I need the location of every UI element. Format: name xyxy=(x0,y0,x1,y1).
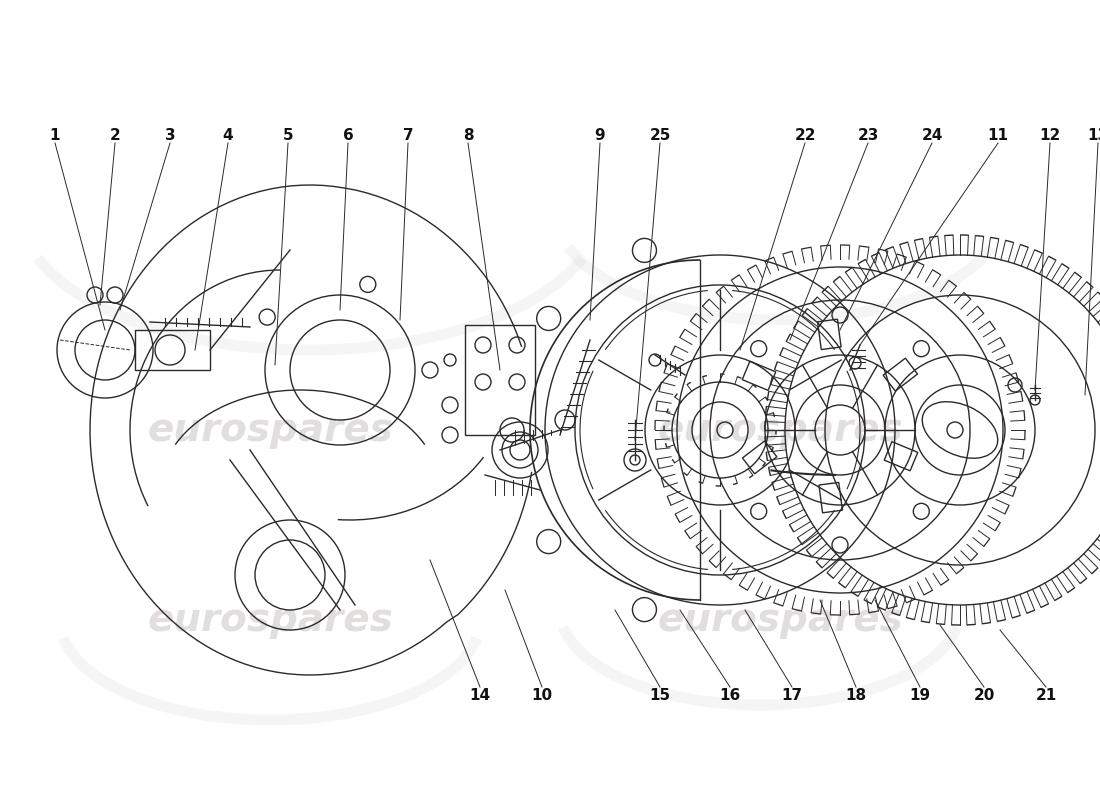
Text: 10: 10 xyxy=(531,687,552,702)
Text: 22: 22 xyxy=(794,127,816,142)
Text: 11: 11 xyxy=(988,127,1009,142)
Text: 19: 19 xyxy=(910,687,931,702)
Text: 4: 4 xyxy=(222,127,233,142)
Text: 14: 14 xyxy=(470,687,491,702)
Text: 1: 1 xyxy=(50,127,60,142)
Text: 9: 9 xyxy=(595,127,605,142)
Text: 6: 6 xyxy=(342,127,353,142)
Text: eurospares: eurospares xyxy=(657,411,903,449)
Bar xyxy=(465,325,535,435)
Text: 13: 13 xyxy=(1088,127,1100,142)
Text: 20: 20 xyxy=(974,687,994,702)
Text: 15: 15 xyxy=(649,687,671,702)
Text: 18: 18 xyxy=(846,687,867,702)
Text: 7: 7 xyxy=(403,127,414,142)
Text: 12: 12 xyxy=(1040,127,1060,142)
Text: 2: 2 xyxy=(110,127,120,142)
Text: 23: 23 xyxy=(857,127,879,142)
Text: 8: 8 xyxy=(463,127,473,142)
Bar xyxy=(135,330,210,370)
Bar xyxy=(817,319,842,350)
Text: 21: 21 xyxy=(1035,687,1057,702)
Text: 3: 3 xyxy=(165,127,175,142)
Text: 24: 24 xyxy=(922,127,943,142)
Bar xyxy=(742,441,777,474)
Bar xyxy=(883,358,917,391)
Bar xyxy=(742,361,775,390)
Text: 16: 16 xyxy=(719,687,740,702)
Text: eurospares: eurospares xyxy=(657,601,903,639)
Text: 5: 5 xyxy=(283,127,294,142)
Bar xyxy=(818,482,843,513)
Text: 25: 25 xyxy=(649,127,671,142)
Text: eurospares: eurospares xyxy=(147,601,393,639)
Text: 17: 17 xyxy=(781,687,803,702)
Text: eurospares: eurospares xyxy=(147,411,393,449)
Bar xyxy=(884,442,917,471)
